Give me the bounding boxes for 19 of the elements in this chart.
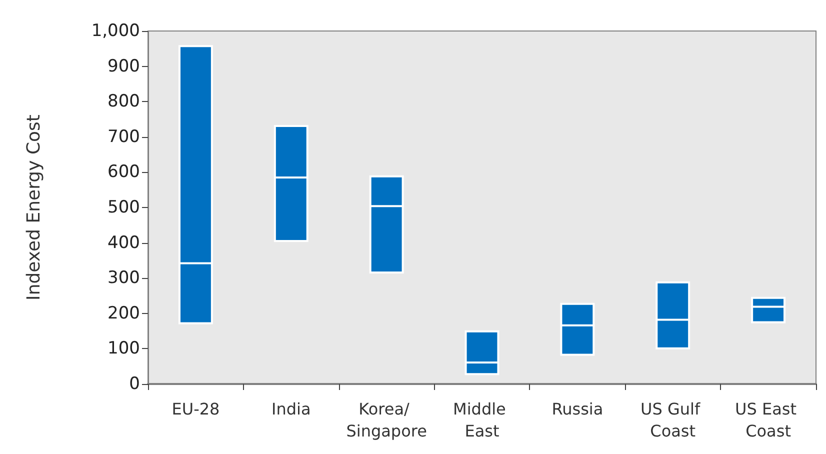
y-tick-label: 700: [108, 126, 140, 147]
y-tick-label: 100: [108, 338, 140, 359]
x-tick-label: India: [272, 400, 311, 418]
y-tick-label: 0: [129, 374, 140, 394]
x-tick-label: US East Coast: [735, 400, 802, 440]
y-tick-label: 1,000: [91, 21, 140, 41]
y-tick-label: 500: [108, 198, 140, 218]
y-tick-label: 800: [108, 92, 140, 112]
y-tick-label: 600: [108, 162, 140, 182]
y-axis-title: Indexed Energy Cost: [24, 114, 44, 300]
x-tick-label: Russia: [552, 400, 604, 418]
x-tick-label: US Gulf Coast: [640, 400, 706, 440]
x-tick-label: EU-28: [172, 400, 220, 418]
y-tick-label: 200: [108, 303, 140, 324]
y-tick-label: 300: [108, 268, 140, 288]
y-tick-label: 400: [108, 232, 140, 253]
x-tick-label: Korea/ Singapore: [346, 400, 427, 440]
x-tick-label: Middle East: [453, 400, 511, 440]
y-tick-label: 900: [108, 56, 140, 76]
